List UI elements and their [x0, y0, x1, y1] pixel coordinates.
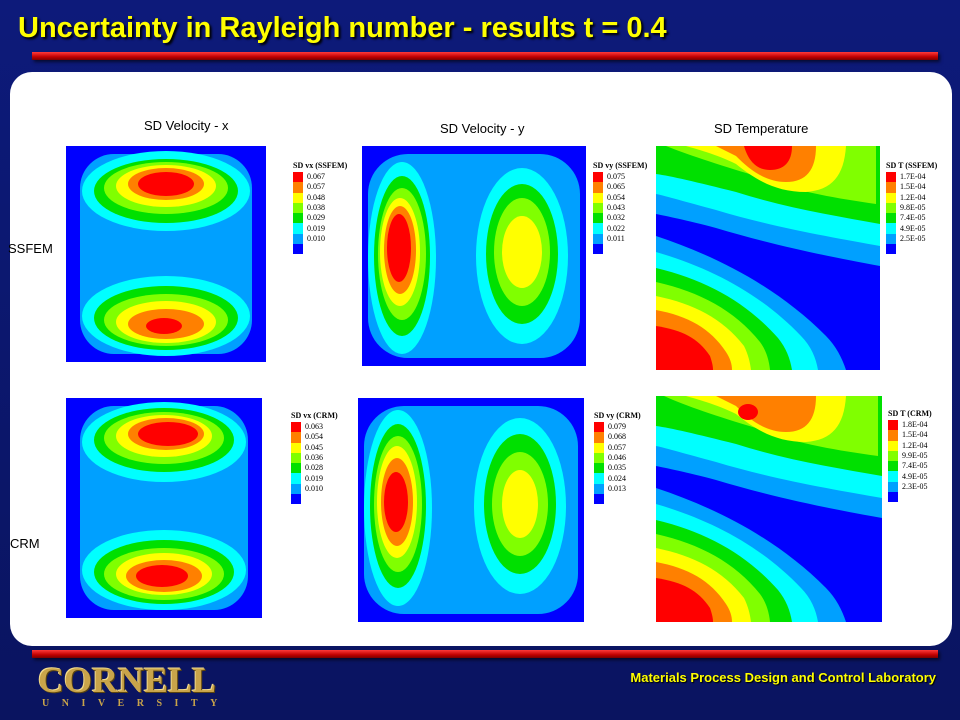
contour-plot-t-crm: [656, 396, 882, 622]
contour-plot-t-ssfem: [656, 146, 880, 370]
legend-value: 0.045: [305, 442, 323, 452]
top-divider-bar: [32, 52, 938, 60]
legend-t-ssfem: SD T (SSFEM) 1.7E-04 1.5E-04 1.2E-04 9.8…: [886, 160, 938, 255]
legend-value: 1.2E-04: [900, 192, 926, 202]
legend-value: 0.028: [305, 463, 323, 473]
legend-value: 0.054: [607, 192, 625, 202]
legend-value: 0.068: [608, 432, 626, 442]
legend-title: SD T (CRM): [888, 409, 932, 418]
legend-value: 0.010: [305, 483, 323, 493]
legend-value: 0.022: [607, 223, 625, 233]
legend-value: 0.067: [307, 172, 325, 182]
column-title-velocity-y: SD Velocity - y: [440, 121, 525, 136]
column-title-velocity-x: SD Velocity - x: [144, 118, 229, 133]
legend-value: 0.032: [607, 213, 625, 223]
legend-t-crm: SD T (CRM) 1.8E-04 1.5E-04 1.2E-04 9.9E-…: [888, 408, 932, 503]
lab-name: Materials Process Design and Control Lab…: [630, 670, 936, 685]
legend-value: 0.019: [305, 473, 323, 483]
legend-title: SD vy (SSFEM): [593, 161, 648, 170]
legend-value: 1.5E-04: [902, 430, 928, 440]
legend-value: 4.9E-05: [900, 223, 926, 233]
legend-value: 7.4E-05: [900, 213, 926, 223]
legend-value: 0.024: [608, 473, 626, 483]
legend-value: 1.2E-04: [902, 440, 928, 450]
row-label-crm: CRM: [10, 536, 40, 551]
legend-value: 0.063: [305, 422, 323, 432]
legend-title: SD vx (SSFEM): [293, 161, 348, 170]
legend-vx-crm: SD vx (CRM) 0.063 0.054 0.045 0.036 0.02…: [291, 410, 338, 505]
legend-title: SD vx (CRM): [291, 411, 338, 420]
legend-value: 1.7E-04: [900, 172, 926, 182]
cornell-logo: CORNELL UNIVERSITY: [38, 662, 230, 710]
contour-plot-vx-crm: [66, 398, 262, 618]
legend-value: 2.5E-05: [900, 233, 926, 243]
legend-value: 0.011: [607, 233, 625, 243]
bottom-divider-bar: [32, 650, 938, 658]
legend-value: 9.8E-05: [900, 203, 926, 213]
legend-value: 2.3E-05: [902, 481, 928, 491]
legend-value: 0.013: [608, 483, 626, 493]
legend-value: 0.048: [307, 192, 325, 202]
contour-plot-vx-ssfem: [66, 146, 266, 362]
logo-wordmark: CORNELL: [38, 660, 217, 700]
legend-value: 0.035: [608, 463, 626, 473]
legend-value: 0.019: [307, 223, 325, 233]
legend-vy-crm: SD vy (CRM) 0.079 0.068 0.057 0.046 0.03…: [594, 410, 641, 505]
legend-value: 9.9E-05: [902, 451, 928, 461]
logo-subtitle: UNIVERSITY: [42, 698, 230, 709]
legend-value: 0.010: [307, 233, 325, 243]
legend-value: 1.8E-04: [902, 420, 928, 430]
slide-title: Uncertainty in Rayleigh number - results…: [18, 12, 667, 44]
row-label-ssfem: SSFEM: [8, 241, 53, 256]
legend-vy-ssfem: SD vy (SSFEM) 0.075 0.065 0.054 0.043 0.…: [593, 160, 648, 255]
legend-value: 0.036: [305, 453, 323, 463]
legend-value: 0.054: [305, 432, 323, 442]
legend-value: 0.057: [307, 182, 325, 192]
legend-vx-ssfem: SD vx (SSFEM) 0.067 0.057 0.048 0.038 0.…: [293, 160, 348, 255]
legend-value: 0.065: [607, 182, 625, 192]
legend-value: 7.4E-05: [902, 461, 928, 471]
legend-value: 4.9E-05: [902, 471, 928, 481]
legend-value: 0.043: [607, 203, 625, 213]
legend-value: 0.057: [608, 442, 626, 452]
contour-plot-vy-crm: [358, 398, 584, 622]
legend-value: 0.038: [307, 203, 325, 213]
contour-plot-vy-ssfem: [362, 146, 586, 366]
legend-value: 0.029: [307, 213, 325, 223]
legend-value: 0.046: [608, 453, 626, 463]
column-title-temperature: SD Temperature: [714, 121, 809, 136]
legend-title: SD T (SSFEM): [886, 161, 938, 170]
legend-value: 1.5E-04: [900, 182, 926, 192]
legend-value: 0.075: [607, 172, 625, 182]
legend-title: SD vy (CRM): [594, 411, 641, 420]
legend-value: 0.079: [608, 422, 626, 432]
